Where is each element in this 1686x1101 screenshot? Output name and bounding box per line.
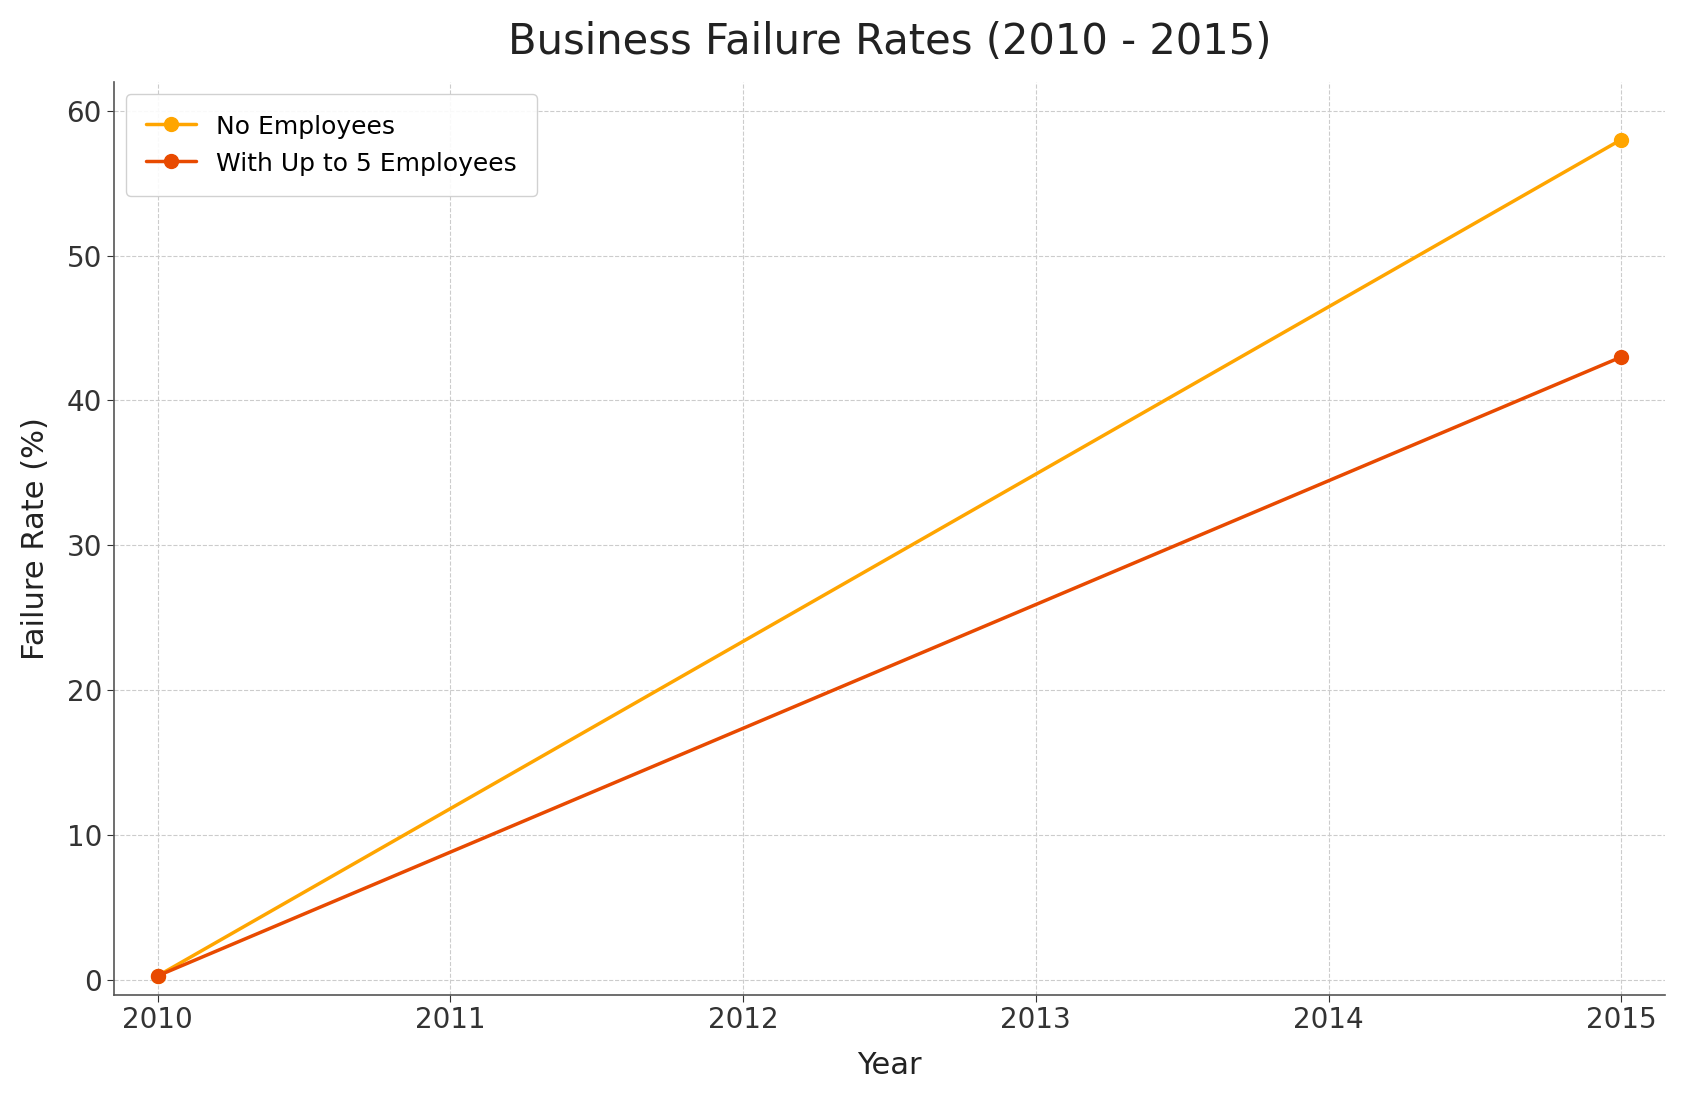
Legend: No Employees, With Up to 5 Employees: No Employees, With Up to 5 Employees — [126, 94, 538, 196]
Y-axis label: Failure Rate (%): Failure Rate (%) — [20, 416, 51, 659]
X-axis label: Year: Year — [856, 1051, 922, 1080]
Title: Business Failure Rates (2010 - 2015): Business Failure Rates (2010 - 2015) — [507, 21, 1271, 63]
